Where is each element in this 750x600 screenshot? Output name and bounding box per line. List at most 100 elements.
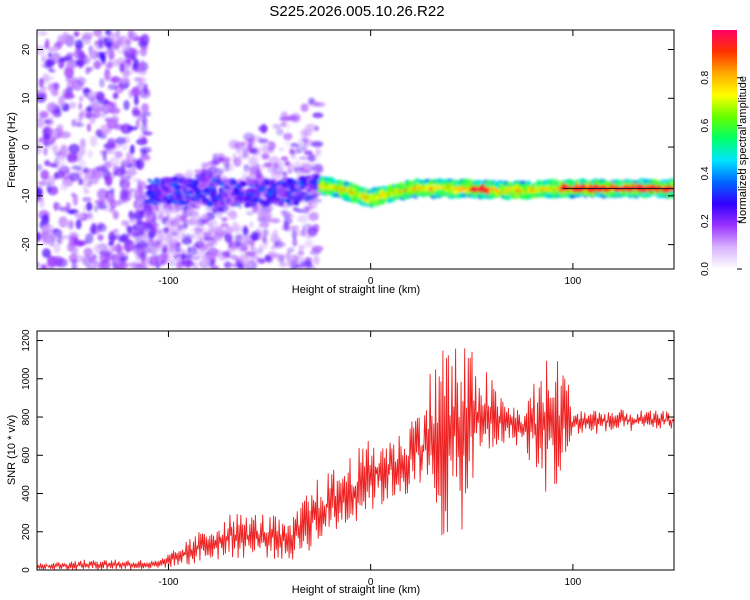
heatmap-cell [301,137,308,144]
y-tick-label: 0 [21,144,32,150]
heatmap-cell [128,89,133,99]
heatmap-cell [304,261,313,269]
heatmap-cell [112,92,119,100]
heatmap-cell [175,214,187,221]
heatmap-cell [89,135,98,147]
heatmap-cell [239,180,247,187]
heatmap-cell [244,260,256,269]
heatmap-cell [127,126,138,131]
heatmap-cell [70,259,78,264]
heatmap-cell [61,32,70,44]
heatmap-cell [133,95,139,106]
heatmap-cell [139,234,146,241]
heatmap-cell [105,30,112,36]
heatmap-cell [168,204,181,214]
heatmap-cell [92,61,102,69]
heatmap-cell [119,175,132,180]
heatmap-cell [315,176,321,180]
colorbar-scale [712,30,737,269]
heatmap-cell [90,99,99,110]
snr-panel: -100 0 100 0 200 400 600 800 1000 1200 Height of… [6,329,675,596]
heatmap-cell [670,187,674,191]
heatmap-cell [121,41,131,51]
heatmap-cell [83,37,91,45]
heatmap-cell [277,147,285,152]
heatmap-cell [90,222,97,235]
heatmap-cell [74,39,84,50]
heatmap-cell [60,235,70,240]
heatmap-cell [223,261,232,269]
heatmap-cell [123,178,129,184]
heatmap-cell [210,264,220,269]
colorbar: 0.0 0.2 0.4 0.6 0.8 Normalized spectral ampl… [700,30,749,276]
heatmap-cell [141,136,148,144]
heatmap-cell [287,200,293,206]
heatmap-cell [261,185,267,191]
heatmap-cell [113,169,126,177]
heatmap-cell [296,208,305,214]
heatmap-cell [41,92,48,100]
heatmap-cell [670,182,674,188]
heatmap-cell [143,83,148,95]
y-tick-label: 800 [21,408,32,425]
heatmap-cell [199,214,209,220]
heatmap-cell [86,212,93,219]
x-tick-label: 100 [565,276,582,287]
heatmap-cell [105,247,115,255]
heatmap-cell [79,148,86,156]
heatmap-cell [85,114,92,119]
heatmap-cell [305,123,317,133]
heatmap-cell [100,112,107,119]
heatmap-cell [202,259,212,266]
heatmap-cell [249,221,254,229]
heatmap-cell [91,171,103,180]
spectrogram-x-ticks: -100 0 100 [158,30,582,287]
heatmap-cell [295,143,306,153]
heatmap-cell [73,30,80,37]
heatmap-cell [112,228,119,234]
heatmap-cell [84,216,95,221]
heatmap-cell [41,73,50,84]
heatmap-cell [269,252,280,258]
spectrogram-x-axis-label: Height of straight line (km) [292,284,420,296]
heatmap-cell [312,112,324,119]
y-tick-label: 1200 [21,329,32,352]
heatmap-cell [156,215,163,222]
heatmap-cell [78,102,83,110]
heatmap-cell [92,111,102,119]
heatmap-cell [37,163,43,172]
heatmap-cell [122,143,127,151]
heatmap-cell [37,31,48,36]
y-tick-label: 10 [21,92,32,104]
heatmap-cell [206,212,216,221]
heatmap-cell [216,212,223,219]
heatmap-cell [99,265,111,269]
heatmap-cell [306,163,313,172]
y-tick-label: -20 [21,237,32,252]
heatmap-cell [166,248,175,254]
heatmap-cell [250,255,260,261]
heatmap-cell [71,119,77,127]
heatmap-cell [106,118,119,129]
heatmap-cell [79,95,84,102]
heatmap-cell [245,211,255,216]
y-tick-label: 20 [21,44,32,56]
heatmap-cell [135,118,140,128]
heatmap-cell [191,227,202,233]
heatmap-cell [83,188,90,195]
heatmap-cell [208,228,217,237]
heatmap-cell [249,147,259,155]
heatmap-cell [310,198,322,203]
heatmap-cell [37,261,41,268]
heatmap-cell [110,76,121,84]
heatmap-cell [149,228,162,235]
heatmap-cell [279,116,292,122]
x-tick-label: 0 [368,577,374,588]
heatmap-cell [258,221,270,228]
heatmap-cell [122,60,132,69]
heatmap-cell [145,221,154,231]
y-tick-label: 200 [21,523,32,540]
heatmap-cell [263,239,269,249]
heatmap-cell [79,159,87,169]
